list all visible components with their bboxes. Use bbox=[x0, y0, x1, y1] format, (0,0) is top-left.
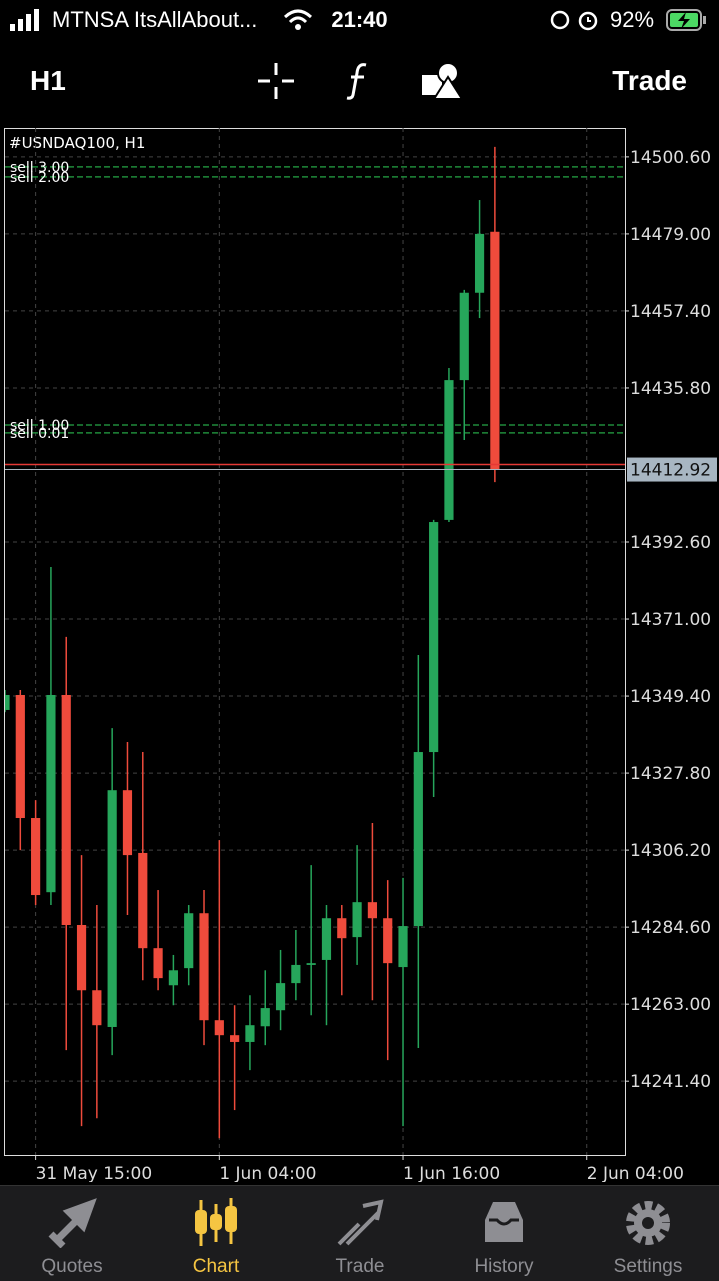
status-bar: MTNSA ItsAllAbout... 21:40 92% bbox=[0, 0, 719, 40]
tab[interactable]: Trade bbox=[288, 1186, 432, 1281]
y-tick-label: 14435.80 bbox=[630, 379, 711, 399]
candle-body bbox=[245, 1025, 255, 1042]
y-tick-label: 14349.40 bbox=[630, 687, 711, 707]
candle-body bbox=[352, 902, 362, 938]
candle-body bbox=[76, 924, 87, 991]
candle-body bbox=[230, 1035, 240, 1042]
y-tick-label: 14327.80 bbox=[630, 764, 711, 784]
y-tick-label: 14241.40 bbox=[630, 1072, 711, 1092]
battery-level: 92% bbox=[610, 7, 655, 32]
history-icon bbox=[485, 1202, 523, 1242]
candle-body bbox=[337, 918, 347, 939]
candle-body bbox=[275, 983, 286, 1011]
objects-button[interactable] bbox=[420, 61, 464, 101]
battery-icon bbox=[666, 9, 706, 31]
candle-body bbox=[429, 522, 439, 753]
y-tick-label: 14479.00 bbox=[630, 225, 711, 245]
tab[interactable]: Chart bbox=[144, 1186, 288, 1281]
tab-label: History bbox=[474, 1256, 534, 1277]
candle-body bbox=[31, 818, 41, 896]
candle-body bbox=[46, 694, 56, 893]
y-tick-label: 14284.60 bbox=[630, 918, 711, 938]
candle-body bbox=[168, 970, 178, 986]
candle-body bbox=[15, 694, 25, 819]
status-icons bbox=[550, 10, 598, 31]
candle-body bbox=[413, 752, 423, 927]
tab-label: Quotes bbox=[41, 1256, 103, 1277]
signal-icon bbox=[10, 9, 39, 31]
tab-label: Settings bbox=[613, 1256, 683, 1277]
y-tick-label: 14500.60 bbox=[630, 148, 711, 168]
candle-body bbox=[122, 790, 133, 856]
y-tick-label: 14457.40 bbox=[630, 302, 711, 322]
order-label: sell 2.00 bbox=[10, 170, 69, 186]
candle-body bbox=[306, 963, 316, 965]
candle-body bbox=[444, 380, 454, 520]
y-tick-label: 14392.60 bbox=[630, 533, 711, 553]
candle-body bbox=[291, 964, 301, 984]
crosshair-button[interactable] bbox=[256, 61, 296, 101]
candle-body bbox=[61, 694, 71, 925]
indicators-button[interactable] bbox=[344, 61, 374, 101]
candle-body bbox=[5, 694, 10, 710]
candle-body bbox=[260, 1008, 270, 1027]
toolbar: H1 Trade bbox=[0, 40, 719, 122]
chart-title: #USNDAQ100, H1 bbox=[9, 134, 145, 152]
wifi-icon bbox=[283, 9, 313, 30]
y-tick-label: 14306.20 bbox=[630, 841, 711, 861]
candle-body bbox=[459, 292, 469, 381]
price-tag-label: 14412.92 bbox=[630, 461, 711, 481]
trade-button[interactable]: Trade bbox=[612, 65, 687, 96]
candle-body bbox=[383, 918, 393, 964]
tab-label: Trade bbox=[335, 1256, 385, 1277]
candle-body bbox=[398, 926, 408, 968]
x-tick-label: 1 Jun 04:00 bbox=[219, 1164, 316, 1182]
tab-bar: Quotes Chart Trade History Settings bbox=[0, 1185, 719, 1281]
timeframe-button[interactable]: H1 bbox=[30, 65, 66, 96]
candle-body bbox=[199, 913, 209, 1021]
order-label: sell 0.01 bbox=[10, 426, 69, 442]
candle-body bbox=[321, 918, 332, 960]
quotes-icon bbox=[48, 1198, 97, 1248]
y-tick-label: 14371.00 bbox=[630, 610, 711, 630]
candle-body bbox=[490, 231, 500, 470]
y-tick-label: 14263.00 bbox=[630, 995, 711, 1015]
candle-body bbox=[474, 233, 485, 293]
tab-label: Chart bbox=[192, 1256, 240, 1277]
candle-body bbox=[107, 790, 117, 1027]
settings-icon bbox=[626, 1201, 670, 1245]
plot-frame bbox=[4, 128, 626, 1156]
x-tick-label: 2 Jun 04:00 bbox=[587, 1164, 684, 1182]
candle-body bbox=[184, 913, 194, 969]
chart-icon bbox=[195, 1198, 237, 1246]
price-tag bbox=[627, 457, 717, 482]
carrier: MTNSA ItsAllAbout... bbox=[52, 7, 258, 32]
order-label: sell 1.00 bbox=[10, 418, 69, 434]
candle-body bbox=[92, 990, 102, 1026]
candle-body bbox=[153, 948, 163, 979]
tab[interactable]: Quotes bbox=[0, 1186, 144, 1281]
candle-body bbox=[138, 852, 148, 949]
candle-body bbox=[367, 902, 377, 919]
x-tick-label: 1 Jun 16:00 bbox=[403, 1164, 500, 1182]
x-tick-label: 31 May 15:00 bbox=[36, 1164, 153, 1182]
order-label: sell 3.00 bbox=[10, 160, 69, 176]
tab[interactable]: History bbox=[432, 1186, 576, 1281]
tab[interactable]: Settings bbox=[576, 1186, 719, 1281]
candle-body bbox=[214, 1020, 224, 1036]
trade-icon bbox=[337, 1199, 384, 1246]
